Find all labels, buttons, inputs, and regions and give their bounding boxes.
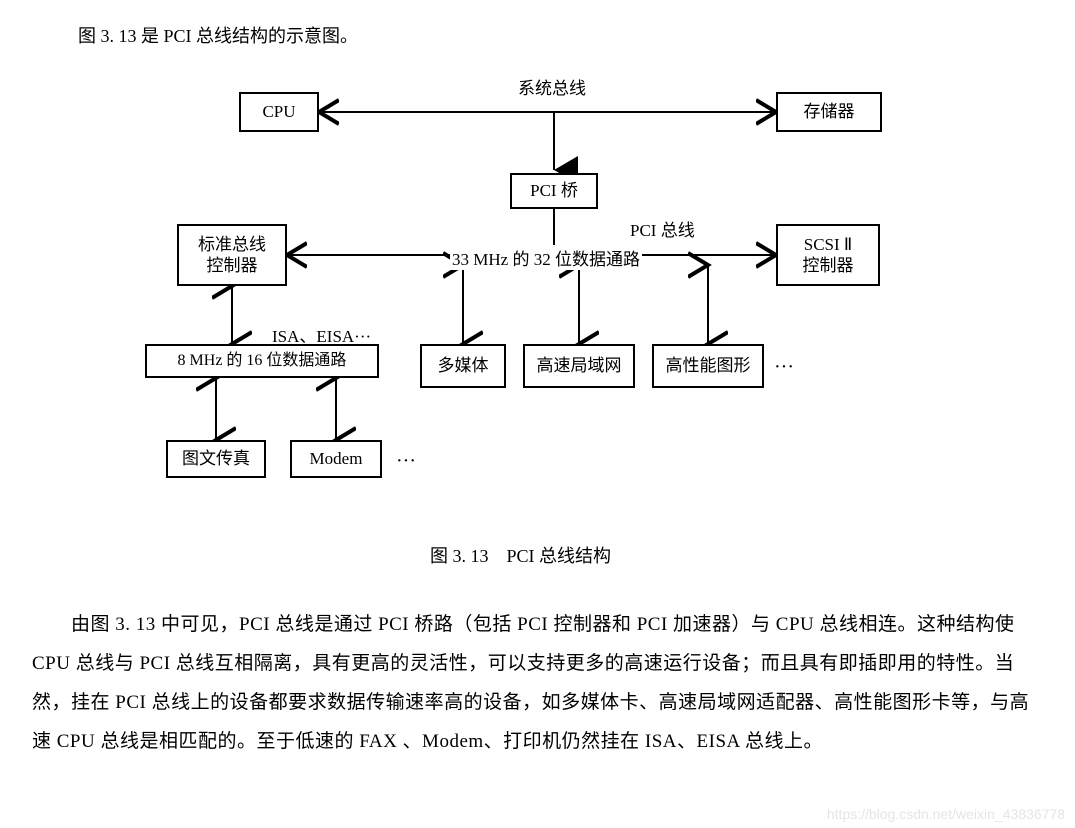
node-fax: 图文传真 bbox=[166, 440, 266, 478]
node-cpu: CPU bbox=[239, 92, 319, 132]
intro-text: 图 3. 13 是 PCI 总线结构的示意图。 bbox=[78, 22, 358, 48]
node-scsi: SCSI Ⅱ 控制器 bbox=[776, 224, 880, 286]
label-dots-modem: ··· bbox=[394, 450, 418, 473]
figure-caption: 图 3. 13 PCI 总线结构 bbox=[430, 542, 611, 568]
node-modem: Modem bbox=[290, 440, 382, 478]
node-memory: 存储器 bbox=[776, 92, 882, 132]
watermark: https://blog.csdn.net/weixin_43836778 bbox=[827, 806, 1065, 822]
label-pci-bus: PCI 总线 bbox=[628, 216, 697, 241]
label-dots-gfx: ··· bbox=[772, 356, 796, 379]
node-isa-bus: 8 MHz 的 16 位数据通路 bbox=[145, 344, 379, 378]
node-pci-bridge: PCI 桥 bbox=[510, 173, 598, 209]
node-std-ctrl: 标准总线 控制器 bbox=[177, 224, 287, 286]
label-isa-eisa: ISA、EISA··· bbox=[270, 322, 373, 347]
node-gfx: 高性能图形 bbox=[652, 344, 764, 388]
label-system-bus: 系统总线 bbox=[516, 74, 588, 99]
label-pci-datapath: 33 MHz 的 32 位数据通路 bbox=[450, 245, 642, 270]
body-paragraph: 由图 3. 13 中可见，PCI 总线是通过 PCI 桥路（包括 PCI 控制器… bbox=[32, 606, 1042, 762]
node-multimedia: 多媒体 bbox=[420, 344, 506, 388]
node-lan: 高速局域网 bbox=[523, 344, 635, 388]
